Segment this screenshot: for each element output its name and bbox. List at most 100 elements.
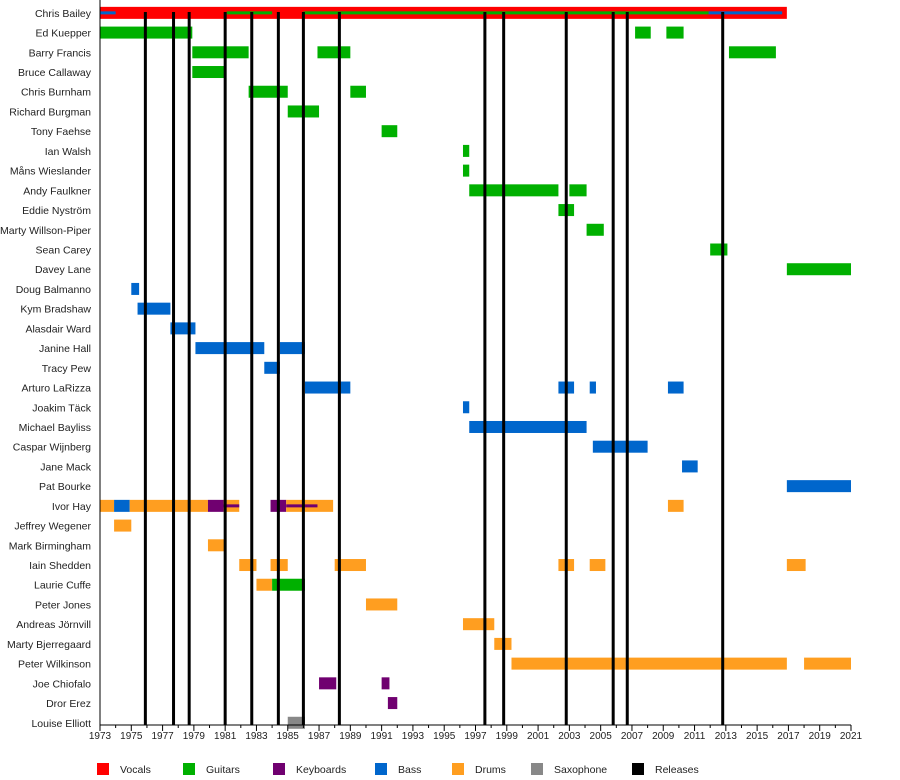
member-label: Eddie Nyström [22, 205, 91, 217]
x-tick-label: 2017 [777, 731, 800, 742]
x-tick-label: 1973 [89, 731, 112, 742]
legend-swatch-releases [632, 763, 644, 775]
member-label: Marty Bjerregaard [7, 639, 91, 651]
bar-guitars [317, 46, 351, 59]
x-tick-label: 1979 [183, 731, 206, 742]
legend-swatch-guitars [183, 763, 195, 775]
member-label: Davey Lane [35, 264, 91, 276]
bar-drums [256, 578, 273, 591]
member-label: Pat Bourke [39, 481, 91, 493]
legend-label-bass: Bass [398, 764, 421, 776]
bar-drums [100, 499, 115, 512]
bar-bass [786, 480, 851, 493]
bar-bass [264, 361, 280, 374]
bar-bass [462, 401, 470, 414]
x-tick-label: 2009 [652, 731, 675, 742]
x-tick-label: 1995 [433, 731, 456, 742]
bar-bass [682, 460, 698, 473]
bar-guitars-secondary [303, 11, 709, 15]
bar-guitars [710, 243, 728, 256]
member-label: Måns Wieslander [10, 166, 92, 178]
x-tick-label: 2005 [590, 731, 613, 742]
member-label: Andreas Jörnvill [16, 619, 91, 631]
bar-bass [131, 282, 140, 295]
legend-label-drums: Drums [475, 764, 506, 776]
bar-drums [365, 598, 398, 611]
bar-guitars [586, 223, 604, 236]
x-tick-label: 2011 [684, 731, 706, 742]
bar-keyboards-secondary [223, 504, 240, 508]
member-label: Alasdair Ward [25, 323, 91, 335]
legend-label-guitars: Guitars [206, 764, 240, 776]
bar-drums [589, 559, 606, 572]
x-tick-label: 2007 [621, 731, 644, 742]
member-label: Chris Bailey [35, 8, 92, 20]
member-label: Louise Elliott [31, 718, 91, 730]
member-label: Richard Burgman [9, 106, 91, 118]
bar-guitars [462, 164, 470, 177]
bar-saxophone [287, 716, 305, 729]
member-label: Ian Walsh [45, 146, 91, 158]
bar-drums [511, 657, 787, 670]
bar-bass [667, 381, 684, 394]
release-lines [143, 12, 725, 725]
x-tick-label: 2001 [527, 731, 550, 742]
bar-keyboards [387, 697, 398, 710]
bar-guitars [462, 144, 470, 157]
member-label: Tracy Pew [42, 363, 92, 375]
bar-bass [279, 342, 305, 355]
member-label: Sean Carey [36, 245, 92, 257]
member-label: Bruce Callaway [18, 67, 92, 79]
bar-bass [195, 342, 265, 355]
bar-bass [592, 440, 648, 453]
x-tick-label: 2015 [746, 731, 769, 742]
bar-keyboards [319, 677, 337, 690]
legend-swatch-vocals [97, 763, 109, 775]
bar-guitars [381, 125, 398, 138]
legend-label-keyboards: Keyboards [296, 764, 346, 776]
bar-bass-secondary [708, 11, 783, 15]
legend-label-releases: Releases [655, 764, 699, 776]
bar-guitars [635, 26, 651, 39]
bar-drums [207, 539, 226, 552]
x-tick-label: 2019 [809, 731, 832, 742]
member-label: Dror Erez [46, 698, 91, 710]
bar-guitars [666, 26, 684, 39]
bar-guitars [469, 184, 559, 197]
member-label: Marty Willson-Piper [0, 225, 92, 237]
x-tick-label: 2003 [558, 731, 581, 742]
x-tick-label: 2021 [840, 731, 863, 742]
bar-guitars [786, 263, 851, 276]
x-tick-label: 1987 [308, 731, 331, 742]
bar-keyboards [207, 499, 224, 512]
bar-bass [469, 420, 587, 433]
legend-label-saxophone: Saxophone [554, 764, 607, 776]
member-label: Ed Kuepper [36, 28, 92, 40]
member-label: Arturo LaRizza [22, 383, 92, 395]
x-tick-label: 1991 [371, 731, 394, 742]
member-label: Laurie Cuffe [34, 580, 91, 592]
member-label: Chris Burnham [21, 87, 91, 99]
bar-drums [462, 618, 495, 631]
member-label: Michael Bayliss [19, 422, 91, 434]
bar-drums [129, 499, 208, 512]
bar-guitars [192, 66, 226, 79]
bar-keyboards-secondary [286, 504, 318, 508]
bar-guitars [569, 184, 587, 197]
legend-swatch-saxophone [531, 763, 543, 775]
legend: Vocals Guitars Keyboards Bass Drums Saxophone… [97, 763, 699, 776]
bar-guitars [248, 85, 288, 98]
bar-drums [667, 499, 684, 512]
member-label: Jane Mack [40, 461, 92, 473]
bar-keyboards [381, 677, 390, 690]
bar-guitars-secondary [226, 11, 273, 15]
bar-drums [786, 559, 806, 572]
bar-bass [589, 381, 596, 394]
bar-guitars [272, 578, 305, 591]
member-label: Peter Wilkinson [18, 659, 91, 671]
bar-bass [137, 302, 171, 315]
bar-guitars [350, 85, 366, 98]
member-label: Barry Francis [29, 47, 91, 59]
x-tick-label: 1997 [464, 731, 487, 742]
bar-guitars [192, 46, 249, 59]
